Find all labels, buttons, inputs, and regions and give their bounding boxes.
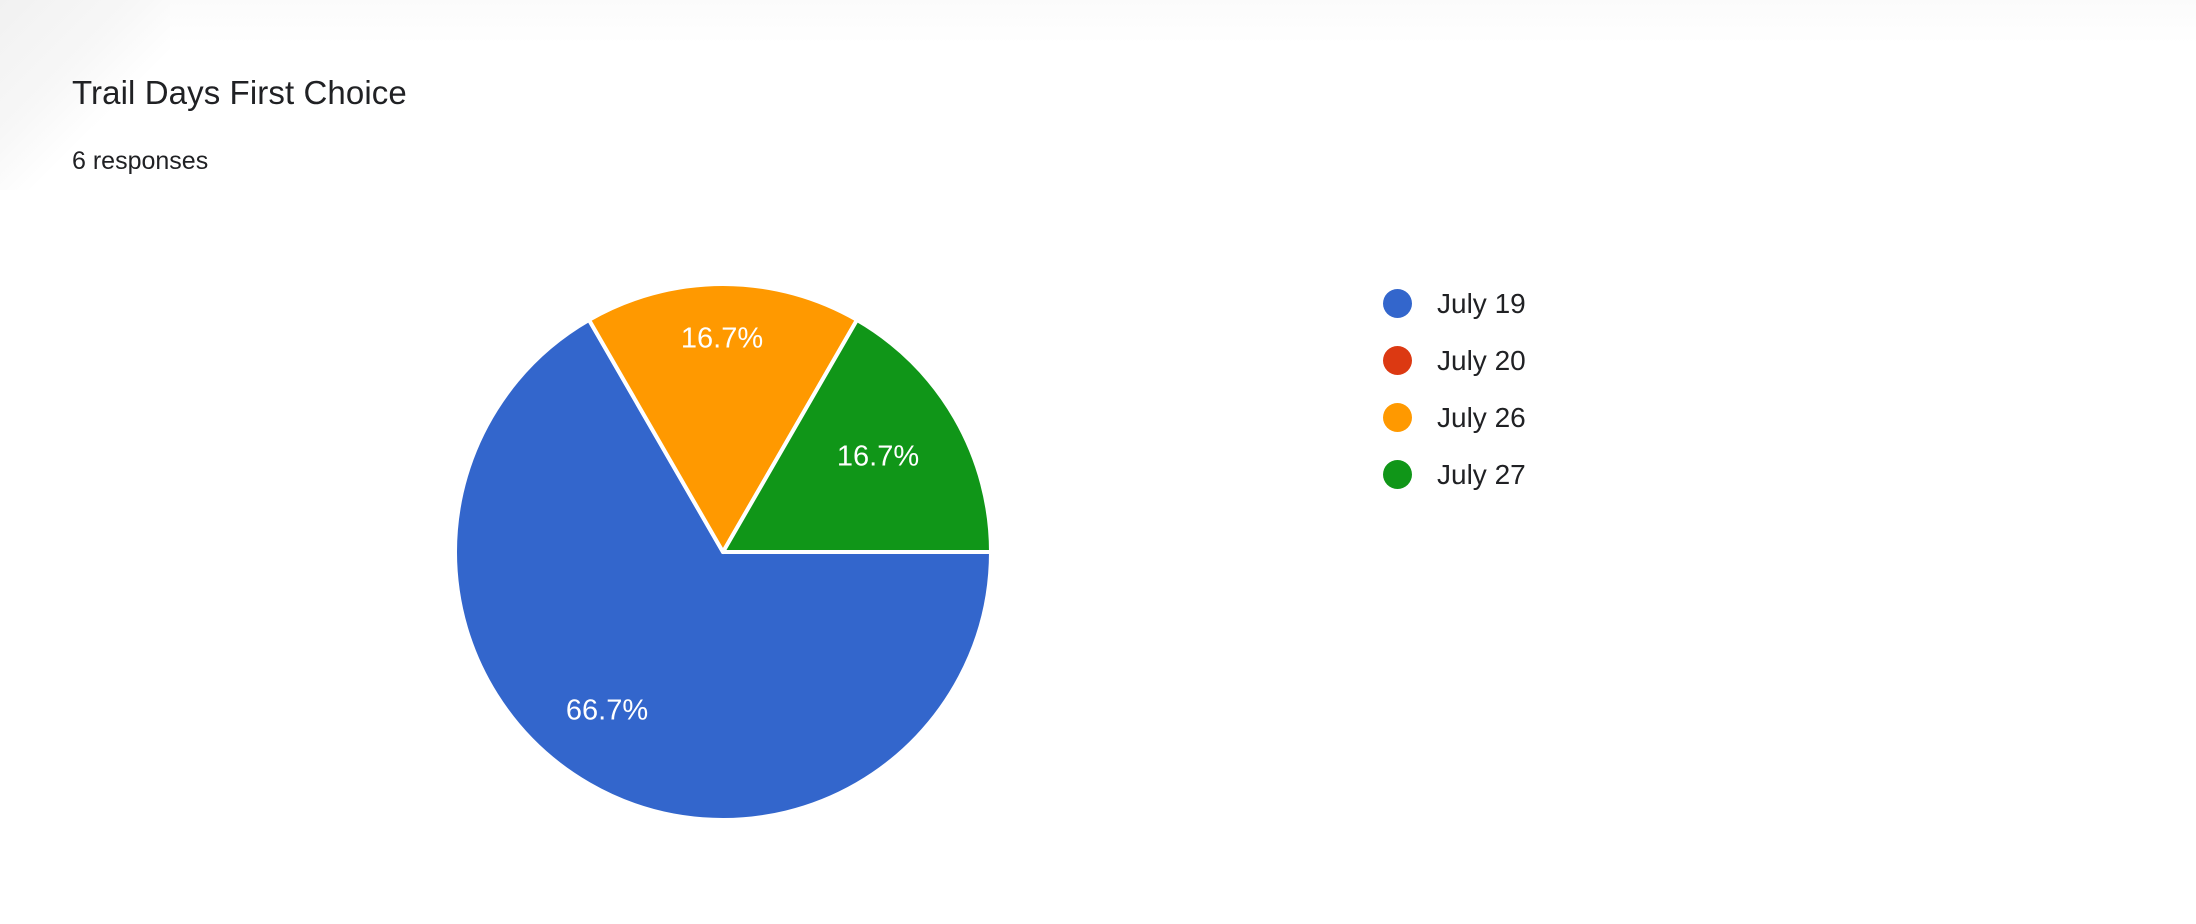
legend-item-july-26[interactable]: July 26 bbox=[1383, 389, 1526, 446]
legend-item-label: July 19 bbox=[1437, 287, 1526, 319]
legend-item-label: July 27 bbox=[1437, 458, 1526, 490]
response-count: 6 responses bbox=[72, 147, 209, 175]
legend-swatch-icon bbox=[1383, 289, 1412, 318]
pie-slice-label-july-26: 16.7% bbox=[681, 323, 763, 355]
pie-slice-label-july-19: 66.7% bbox=[566, 695, 648, 727]
pie-slice-group bbox=[453, 282, 993, 822]
page-title: Trail Days First Choice bbox=[72, 74, 407, 111]
pie-slice-july-26[interactable] bbox=[587, 282, 859, 554]
pie-slice-july-19[interactable] bbox=[453, 317, 993, 822]
legend-item-label: July 20 bbox=[1437, 344, 1526, 376]
pie-slice-label-group: 66.7% 16.7% 16.7% bbox=[566, 323, 919, 727]
chart-legend: July 19 July 20 July 26 July 27 bbox=[1383, 275, 1526, 503]
pie-slice-july-27[interactable] bbox=[721, 317, 993, 554]
legend-item-july-20[interactable]: July 20 bbox=[1383, 332, 1526, 389]
legend-item-label: July 26 bbox=[1437, 401, 1526, 433]
legend-item-july-19[interactable]: July 19 bbox=[1383, 275, 1526, 332]
legend-swatch-icon bbox=[1383, 403, 1412, 432]
legend-swatch-icon bbox=[1383, 346, 1412, 375]
pie-slice-label-july-27: 16.7% bbox=[837, 441, 919, 473]
legend-item-july-27[interactable]: July 27 bbox=[1383, 446, 1526, 503]
legend-swatch-icon bbox=[1383, 460, 1412, 489]
